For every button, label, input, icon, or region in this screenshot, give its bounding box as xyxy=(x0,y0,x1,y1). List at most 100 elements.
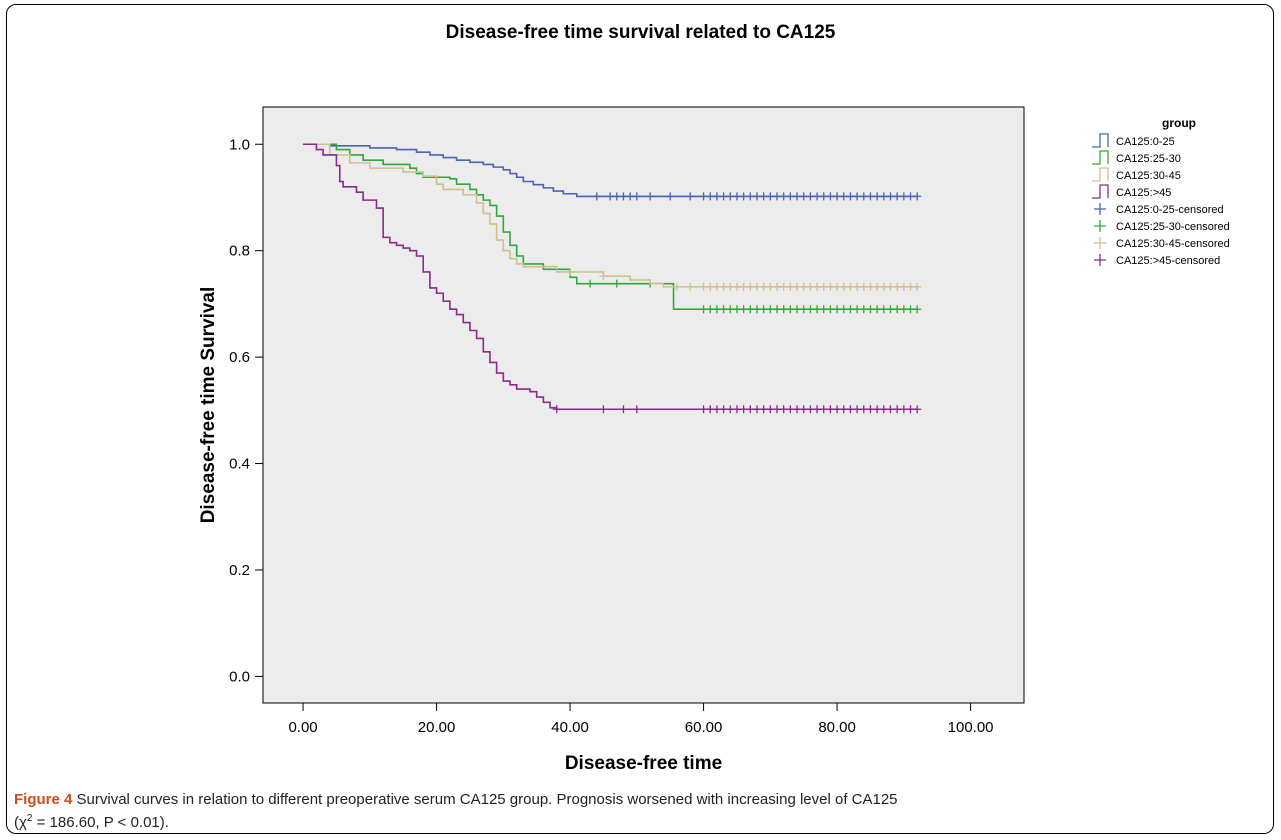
censor-mark xyxy=(739,405,748,414)
censor-mark xyxy=(786,405,795,414)
figure-caption: Figure 4 Survival curves in relation to … xyxy=(14,790,1264,832)
censor-mark xyxy=(712,192,721,201)
y-tick-label: 0.0 xyxy=(229,668,250,685)
censor-mark xyxy=(686,192,695,201)
censor-mark xyxy=(839,405,848,414)
censor-mark xyxy=(879,192,888,201)
x-tick-label: 20.00 xyxy=(418,719,456,736)
censor-mark xyxy=(859,305,868,314)
caption-text: Survival curves in relation to different… xyxy=(72,791,898,808)
censor-mark xyxy=(893,192,902,201)
legend-censor-label-2: CA125:25-30-censored xyxy=(1116,221,1230,233)
censor-mark xyxy=(766,282,775,291)
censor-mark xyxy=(706,305,715,314)
censor-mark xyxy=(699,405,708,414)
censor-mark xyxy=(826,192,835,201)
legend-label-1: CA125:0-25 xyxy=(1116,136,1175,148)
legend-label-3: CA125:30-45 xyxy=(1116,170,1181,182)
censor-mark xyxy=(779,305,788,314)
censor-mark xyxy=(699,305,708,314)
censor-mark xyxy=(813,282,822,291)
censor-mark xyxy=(899,305,908,314)
x-axis-label: Disease-free time xyxy=(565,753,722,774)
censor-mark xyxy=(819,192,828,201)
censor-mark xyxy=(839,282,848,291)
censor-mark xyxy=(819,282,828,291)
censor-mark xyxy=(813,305,822,314)
censor-mark xyxy=(712,305,721,314)
censor-mark xyxy=(833,192,842,201)
censor-mark xyxy=(819,405,828,414)
censor-mark xyxy=(906,192,915,201)
censor-mark xyxy=(913,305,922,314)
x-tick-label: 0.00 xyxy=(288,719,317,736)
censor-mark xyxy=(806,305,815,314)
censor-mark xyxy=(719,305,728,314)
legend-censor-label-1: CA125:0-25-censored xyxy=(1116,204,1224,216)
censor-mark xyxy=(786,192,795,201)
censor-mark xyxy=(853,192,862,201)
censor-mark xyxy=(846,305,855,314)
censor-mark xyxy=(632,192,641,201)
censor-mark xyxy=(813,192,822,201)
censor-mark xyxy=(599,405,608,414)
y-tick-label: 0.2 xyxy=(229,562,250,579)
y-tick-label: 1.0 xyxy=(229,136,250,153)
censor-mark xyxy=(759,282,768,291)
censor-mark xyxy=(779,192,788,201)
censor-mark xyxy=(752,282,761,291)
censor-mark xyxy=(793,282,802,291)
censor-mark xyxy=(799,405,808,414)
censor-mark xyxy=(632,405,641,414)
censor-mark xyxy=(859,282,868,291)
chart-title: Disease-free time survival related to CA… xyxy=(445,22,836,43)
censor-mark xyxy=(886,282,895,291)
censor-mark xyxy=(732,405,741,414)
censor-mark xyxy=(866,305,875,314)
censor-mark xyxy=(793,192,802,201)
censor-mark xyxy=(873,282,882,291)
censor-mark xyxy=(799,192,808,201)
censor-mark xyxy=(906,282,915,291)
legend-label-4: CA125:>45 xyxy=(1116,187,1171,199)
censor-mark xyxy=(612,192,621,201)
censor-mark xyxy=(739,305,748,314)
censor-mark xyxy=(866,405,875,414)
censor-mark xyxy=(806,192,815,201)
censor-mark xyxy=(806,282,815,291)
caption-stat-sup: 2 xyxy=(26,813,33,824)
censor-mark xyxy=(686,282,695,291)
censor-mark xyxy=(853,282,862,291)
censor-mark xyxy=(719,405,728,414)
censor-mark xyxy=(799,305,808,314)
x-tick-label: 80.00 xyxy=(818,719,856,736)
censor-mark xyxy=(873,305,882,314)
series-line-4 xyxy=(303,143,918,411)
censor-mark xyxy=(566,267,575,276)
censor-mark xyxy=(732,305,741,314)
caption-stat-post: = 186.60, P < 0.01). xyxy=(32,814,169,831)
censor-mark xyxy=(759,405,768,414)
censor-mark xyxy=(712,282,721,291)
censor-mark xyxy=(773,282,782,291)
censor-mark xyxy=(793,405,802,414)
series-line-1 xyxy=(303,143,918,198)
censor-mark xyxy=(826,282,835,291)
censor-mark xyxy=(833,282,842,291)
censor-mark xyxy=(773,192,782,201)
censor-mark xyxy=(759,192,768,201)
censor-mark xyxy=(866,192,875,201)
censor-mark xyxy=(766,405,775,414)
censor-mark xyxy=(846,192,855,201)
censor-mark xyxy=(826,405,835,414)
censor-mark xyxy=(712,405,721,414)
censor-mark xyxy=(886,405,895,414)
censor-mark xyxy=(859,405,868,414)
censor-mark xyxy=(726,405,735,414)
legend-swatch-1 xyxy=(1092,133,1109,148)
censor-mark xyxy=(646,192,655,201)
censor-mark xyxy=(706,282,715,291)
censor-mark xyxy=(619,405,628,414)
legend-censor-swatch-3 xyxy=(1094,237,1106,249)
censor-mark xyxy=(906,405,915,414)
